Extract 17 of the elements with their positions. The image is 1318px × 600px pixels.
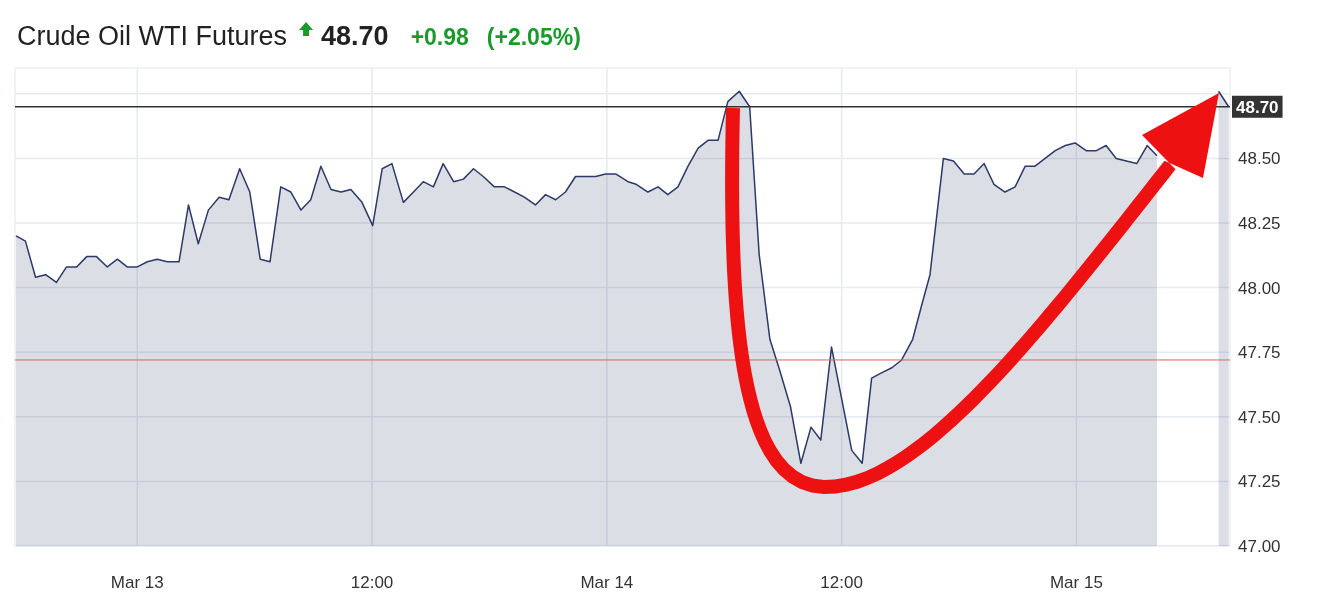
x-tick-label: Mar 14 bbox=[580, 573, 634, 592]
text: 48.70 bbox=[321, 21, 389, 51]
ref-line-label: 48.70 bbox=[1236, 97, 1279, 117]
x-tick-label: Mar 13 bbox=[110, 573, 164, 592]
y-tick-label: 47.25 bbox=[1238, 472, 1281, 492]
y-tick-label: 47.50 bbox=[1238, 407, 1281, 427]
x-tick-label: Mar 15 bbox=[1049, 573, 1103, 592]
x-tick-label: 12:00 bbox=[350, 573, 394, 592]
y-tick-label: 48.25 bbox=[1238, 214, 1281, 234]
x-tick-label: 12:00 bbox=[820, 573, 863, 592]
y-tick-label: 48.50 bbox=[1238, 149, 1281, 169]
chart-title: Crude Oil WTI Futures bbox=[17, 21, 288, 51]
text: +0.98 bbox=[410, 24, 470, 50]
y-tick-label: 48.00 bbox=[1238, 278, 1281, 298]
y-tick-label: 47.00 bbox=[1238, 537, 1281, 556]
y-tick-label: 47.75 bbox=[1238, 343, 1281, 363]
text: (+2.05%) bbox=[486, 24, 581, 50]
